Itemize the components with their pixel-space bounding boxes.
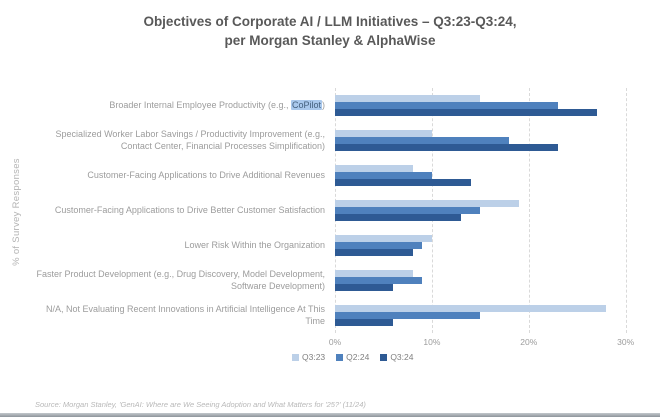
bar-group [335,193,645,228]
category-labels: Broader Internal Employee Productivity (… [28,88,330,333]
bar-q2-24 [335,172,432,179]
bar-q2-24 [335,102,558,109]
plot-area [335,88,645,333]
category-label: Customer-Facing Applications to Drive Be… [54,204,325,215]
bar-q3-23 [335,200,520,207]
bar-q2-24 [335,277,423,284]
bar-q3-24 [335,179,471,186]
bottom-divider [0,413,660,417]
copilot-highlight: CoPilot [290,99,322,110]
x-tick-label: 30% [617,337,635,347]
bar-q3-24 [335,214,461,221]
bar-q3-23 [335,235,432,242]
legend-label: Q3:23 [302,352,326,362]
x-axis-ticks: 0% 10% 20% 30% [329,337,645,349]
legend-item: Q3:24 [380,352,413,362]
bar-q3-24 [335,319,394,326]
x-tick-label: 10% [423,337,441,347]
bar-q3-23 [335,305,607,312]
legend-swatch [292,353,299,361]
bar-q3-23 [335,130,432,137]
source-note: Source: Morgan Stanley, 'GenAI: Where ar… [35,400,366,409]
bar-group [335,298,645,333]
category-label: Lower Risk Within the Organization [184,239,325,250]
chart-title-line2: per Morgan Stanley & AlphaWise [224,32,436,48]
x-tick-label: 0% [328,337,342,347]
legend-label: Q2:24 [346,352,370,362]
legend-swatch [336,353,344,361]
bar-q2-24 [335,137,510,144]
bar-group [335,158,645,193]
bar-q3-24 [335,284,394,291]
category-label: Faster Product Development (e.g., Drug D… [36,268,325,291]
bar-q3-23 [335,270,413,277]
legend-swatch [380,353,388,361]
chart-title-line1: Objectives of Corporate AI / LLM Initiat… [143,14,517,29]
bar-q2-24 [335,242,423,249]
bar-q2-24 [335,207,481,214]
gridline [528,88,530,333]
bar-q2-24 [335,312,481,319]
category-label: Customer-Facing Applications to Drive Ad… [87,169,325,180]
legend-item: Q3:23 [292,352,325,362]
bar-group [335,228,645,263]
bar-q3-24 [335,109,597,116]
bar-q3-24 [335,144,558,151]
bar-q3-23 [335,165,413,172]
bar-group [335,88,645,123]
category-label: Broader Internal Employee Productivity (… [109,99,325,110]
chart-title: Objectives of Corporate AI / LLM Initiat… [0,13,660,51]
legend-label: Q3:24 [390,352,414,362]
bar-q3-24 [335,249,413,256]
bar-group [335,263,645,298]
bar-q3-23 [335,95,481,102]
category-label: N/A, Not Evaluating Recent Innovations i… [46,303,325,326]
x-tick-label: 20% [520,337,538,347]
legend: Q3:23 Q2:24 Q3:24 [292,352,413,362]
gridline [625,88,627,333]
legend-item: Q2:24 [336,352,369,362]
bar-group [335,123,645,158]
category-label: Specialized Worker Labor Savings / Produ… [55,128,325,151]
y-axis-label: % of Survey Responses [11,158,22,266]
